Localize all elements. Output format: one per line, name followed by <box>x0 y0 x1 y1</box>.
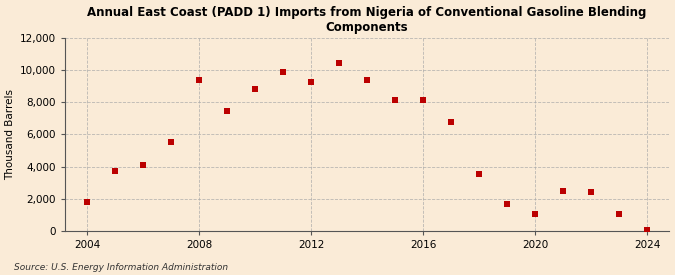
Text: Source: U.S. Energy Information Administration: Source: U.S. Energy Information Administ… <box>14 263 227 272</box>
Point <box>110 169 121 174</box>
Point <box>389 97 400 102</box>
Point <box>194 78 205 82</box>
Point <box>474 172 485 176</box>
Point <box>586 189 597 194</box>
Point <box>250 87 261 91</box>
Point <box>333 61 344 65</box>
Point <box>362 78 373 82</box>
Point <box>642 227 653 232</box>
Point <box>418 98 429 103</box>
Point <box>614 212 624 216</box>
Point <box>278 70 289 75</box>
Point <box>530 212 541 216</box>
Y-axis label: Thousand Barrels: Thousand Barrels <box>5 89 16 180</box>
Point <box>82 200 92 204</box>
Point <box>558 189 568 193</box>
Point <box>306 80 317 84</box>
Point <box>138 163 148 167</box>
Point <box>446 120 456 124</box>
Point <box>222 109 233 113</box>
Point <box>502 202 512 206</box>
Point <box>166 140 177 145</box>
Title: Annual East Coast (PADD 1) Imports from Nigeria of Conventional Gasoline Blendin: Annual East Coast (PADD 1) Imports from … <box>88 6 647 34</box>
